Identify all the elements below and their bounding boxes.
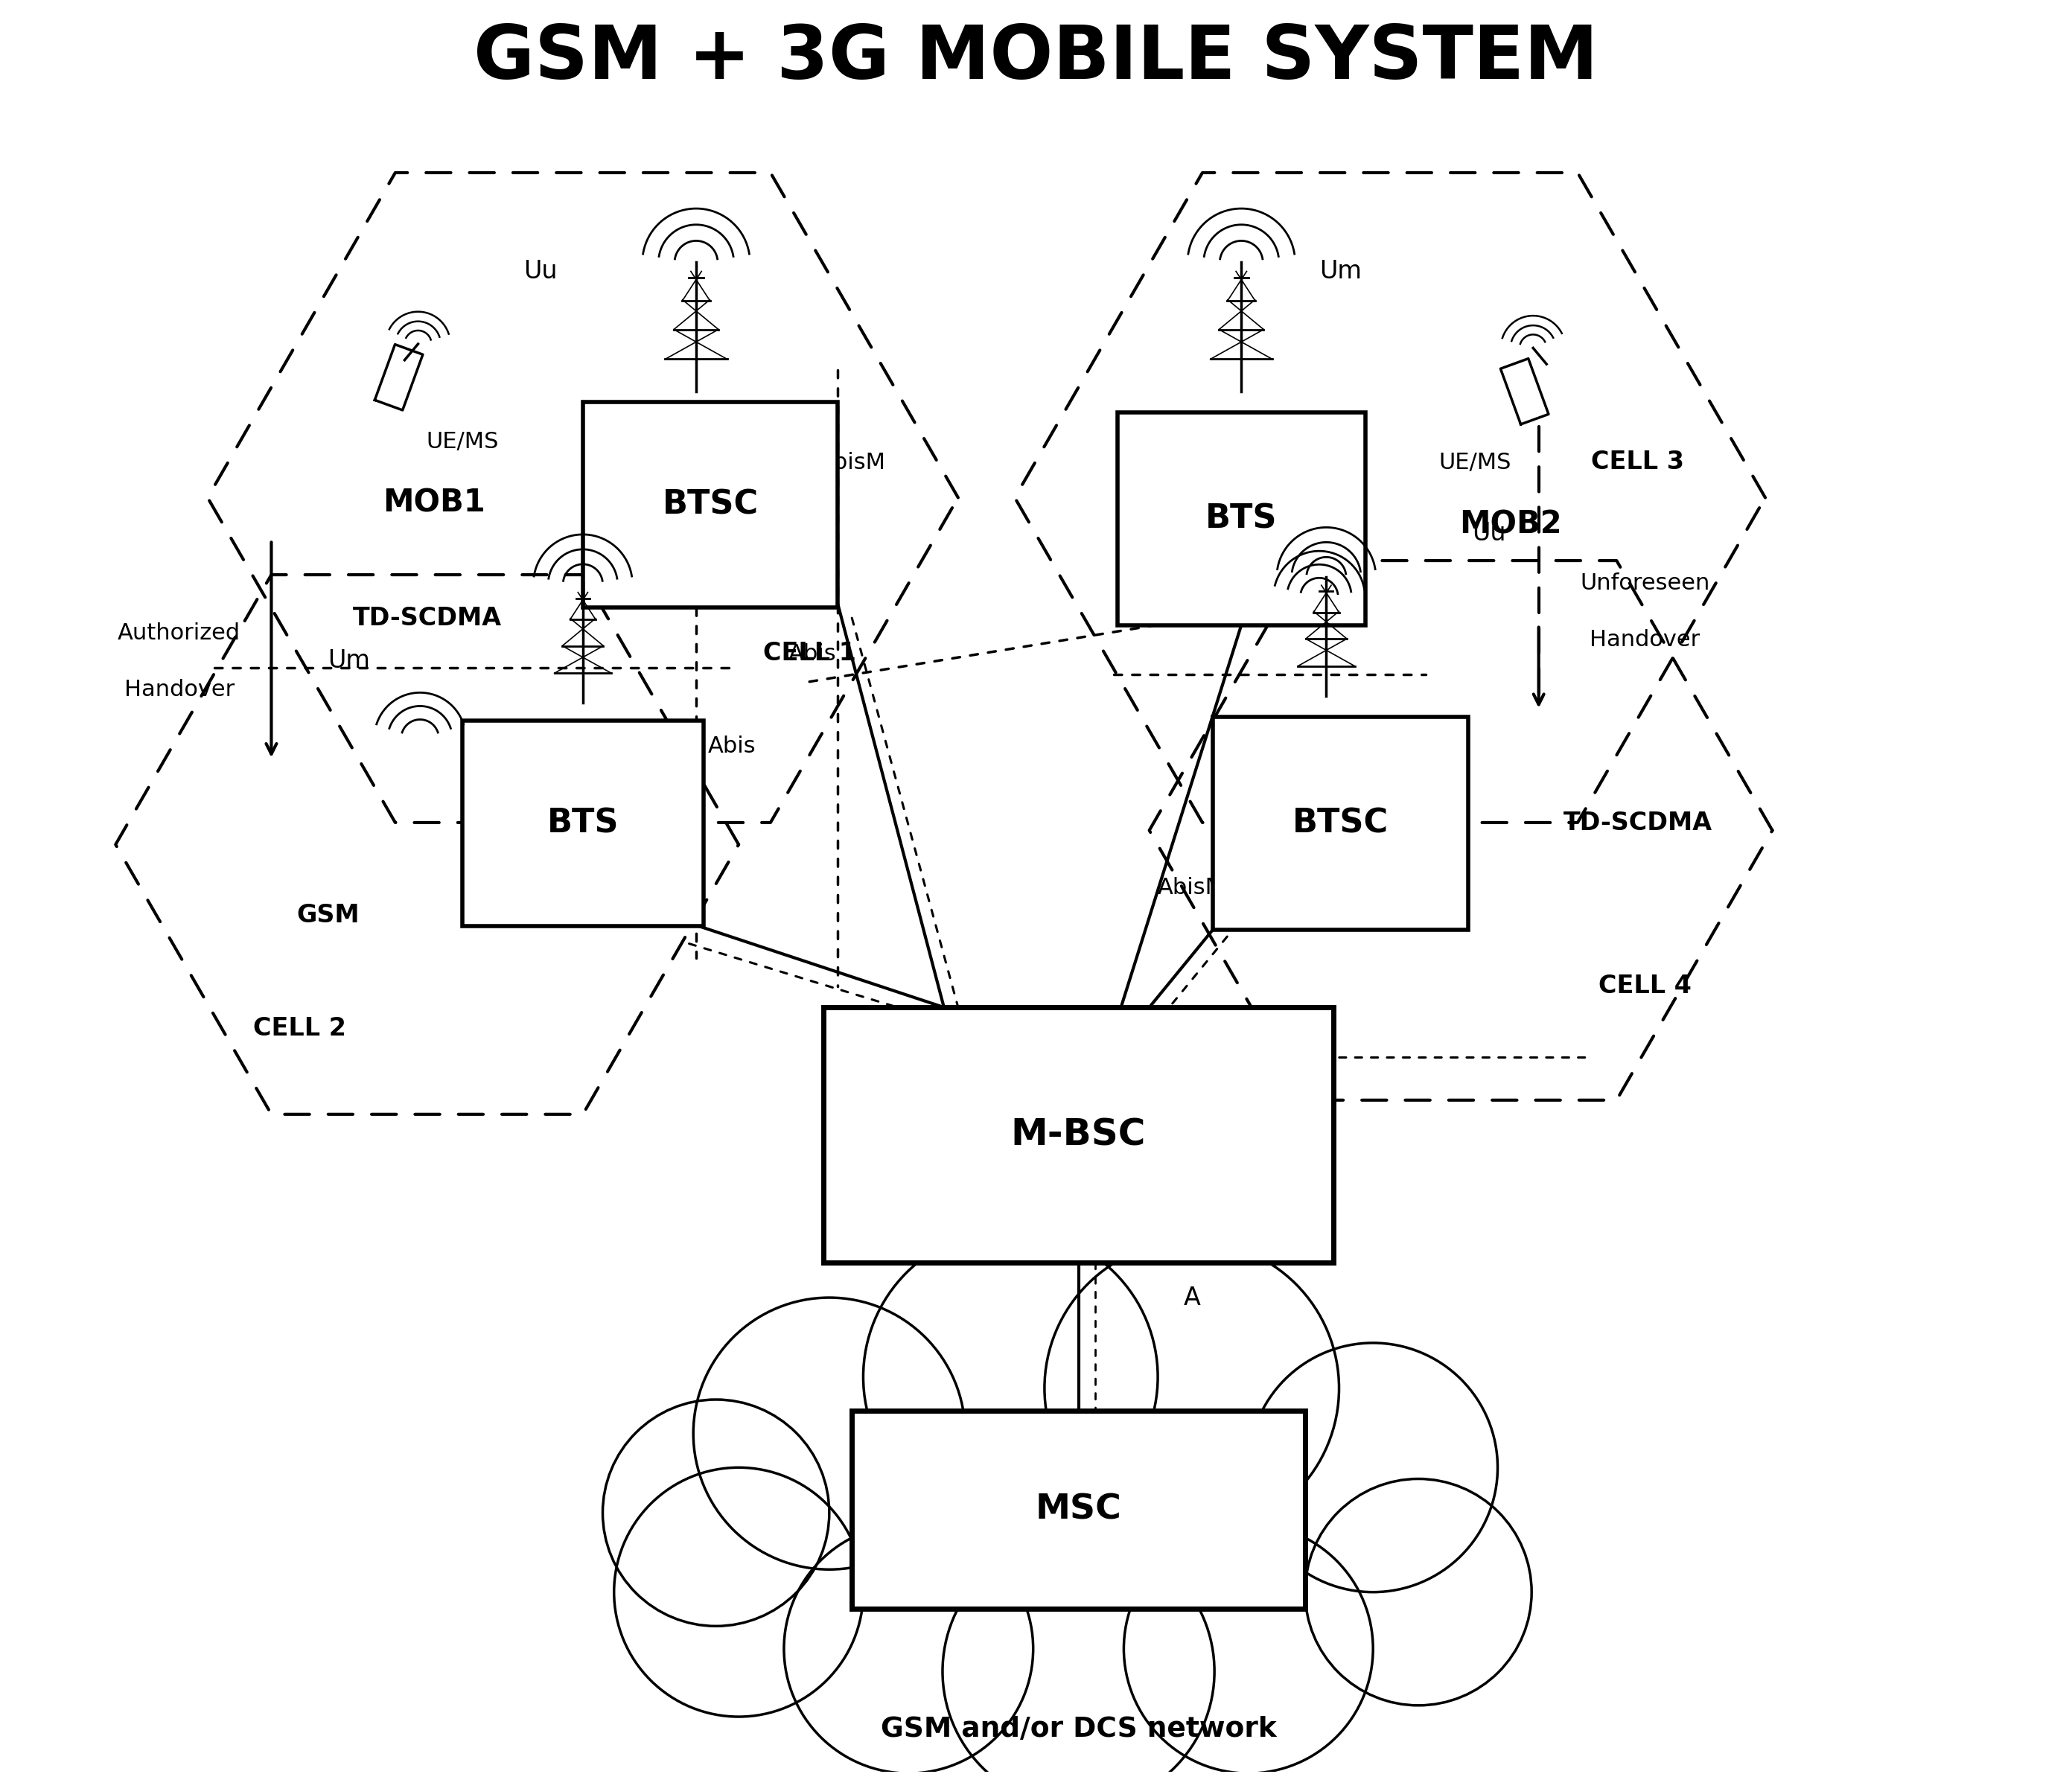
- Text: Abis: Abis: [787, 644, 837, 665]
- Text: Handover: Handover: [1589, 630, 1701, 651]
- Bar: [1117, 413, 1365, 624]
- Text: Handover: Handover: [124, 679, 234, 701]
- Text: M-BSC: M-BSC: [1011, 1118, 1146, 1153]
- Text: TD-SCDMA: TD-SCDMA: [1562, 811, 1711, 836]
- Text: MSC: MSC: [1036, 1494, 1121, 1527]
- Text: BTS: BTS: [1206, 502, 1276, 536]
- Circle shape: [1305, 1480, 1531, 1705]
- Circle shape: [694, 1297, 966, 1570]
- Text: GSM: GSM: [296, 903, 358, 928]
- Text: UE/MS: UE/MS: [1438, 452, 1510, 474]
- Text: BTSC: BTSC: [663, 488, 758, 522]
- Bar: [823, 1008, 1334, 1263]
- Circle shape: [783, 1524, 1034, 1774]
- Polygon shape: [375, 344, 423, 410]
- Circle shape: [613, 1467, 864, 1717]
- Circle shape: [1123, 1524, 1374, 1774]
- Text: A: A: [1183, 1286, 1200, 1309]
- Circle shape: [943, 1536, 1214, 1774]
- Text: BTS: BTS: [547, 807, 620, 839]
- Text: BTSC: BTSC: [1293, 807, 1388, 839]
- Circle shape: [1249, 1343, 1498, 1591]
- Text: Uu: Uu: [1473, 522, 1506, 545]
- Text: CELL 3: CELL 3: [1591, 451, 1685, 474]
- Text: CELL 4: CELL 4: [1598, 974, 1691, 999]
- Text: MOB1: MOB1: [383, 488, 485, 518]
- Text: GSM: GSM: [1295, 605, 1357, 630]
- Text: GSM and/or DCS network: GSM and/or DCS network: [881, 1715, 1276, 1742]
- Text: Abis: Abis: [707, 736, 756, 757]
- Bar: [582, 403, 837, 607]
- Text: Um: Um: [327, 648, 371, 672]
- Text: CELL 2: CELL 2: [253, 1017, 346, 1041]
- Text: Uu: Uu: [524, 259, 557, 284]
- Circle shape: [864, 1229, 1158, 1524]
- Circle shape: [1044, 1242, 1339, 1536]
- Polygon shape: [1500, 358, 1548, 424]
- Circle shape: [603, 1400, 829, 1627]
- Text: AbisM: AbisM: [1158, 876, 1227, 899]
- Text: TD-SCDMA: TD-SCDMA: [352, 605, 501, 630]
- Text: UE/MS: UE/MS: [427, 431, 499, 452]
- Text: CELL 1: CELL 1: [762, 640, 856, 665]
- Text: AbisM: AbisM: [818, 452, 887, 474]
- Bar: [852, 1410, 1305, 1609]
- Text: GSM + 3G MOBILE SYSTEM: GSM + 3G MOBILE SYSTEM: [474, 23, 1598, 94]
- Text: MOB2: MOB2: [1459, 509, 1562, 539]
- Bar: [1212, 717, 1467, 930]
- Text: Authorized: Authorized: [118, 623, 240, 644]
- Bar: [462, 720, 702, 926]
- Text: Unforeseen: Unforeseen: [1581, 573, 1709, 594]
- Text: Um: Um: [1320, 259, 1361, 284]
